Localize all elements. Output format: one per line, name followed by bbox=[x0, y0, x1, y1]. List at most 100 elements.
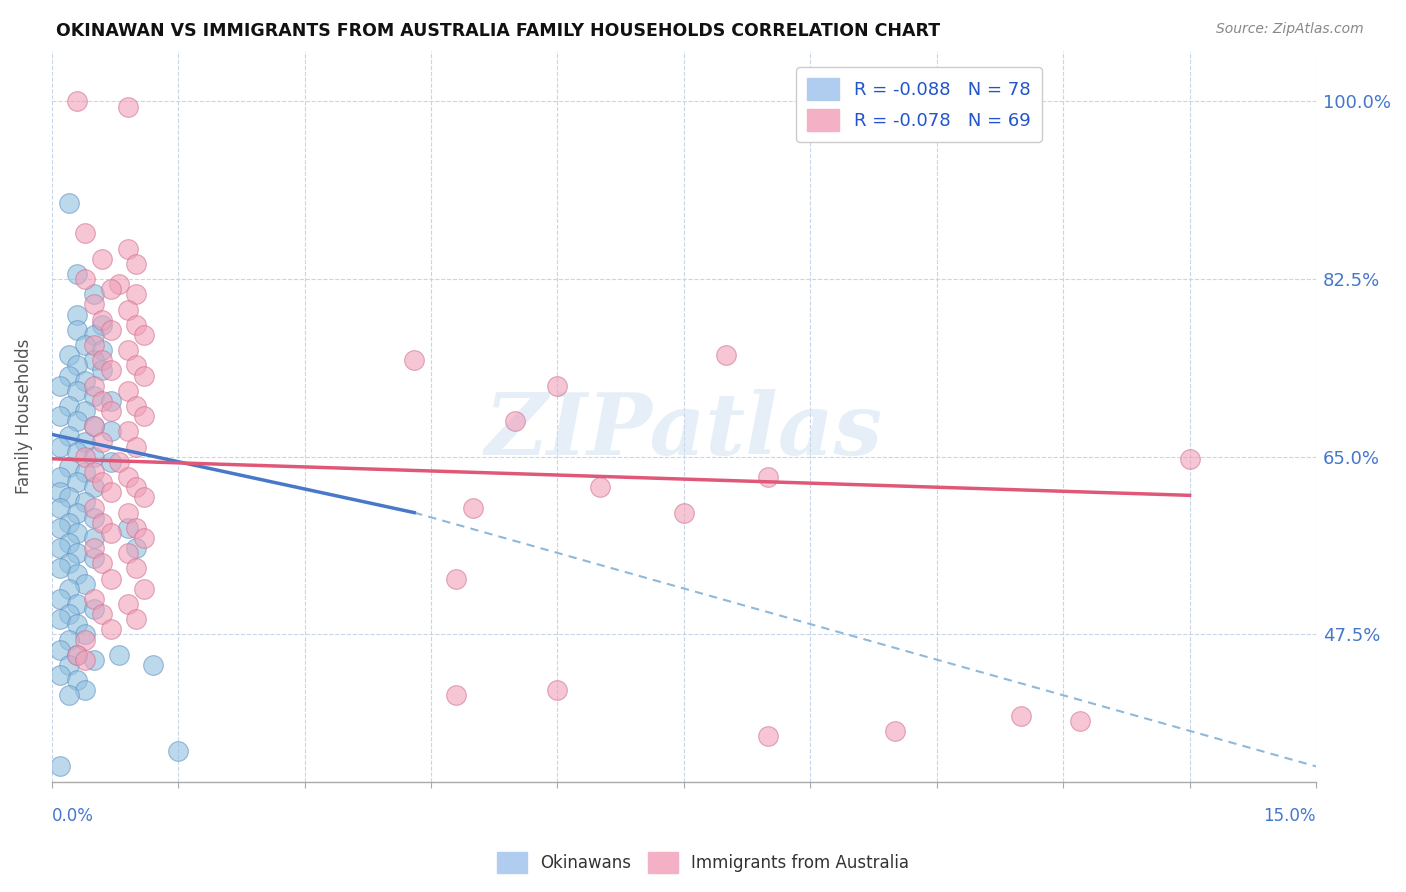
Point bbox=[91, 434, 114, 449]
Point bbox=[117, 521, 139, 535]
Point bbox=[117, 302, 139, 317]
Point bbox=[83, 327, 105, 342]
Point bbox=[66, 648, 89, 662]
Point bbox=[134, 582, 156, 596]
Point bbox=[108, 455, 131, 469]
Point bbox=[142, 657, 165, 672]
Point bbox=[505, 414, 527, 428]
Point bbox=[83, 653, 105, 667]
Point bbox=[546, 683, 568, 698]
Point bbox=[49, 612, 72, 626]
Point bbox=[58, 196, 80, 211]
Point bbox=[66, 648, 89, 662]
Legend: Okinawans, Immigrants from Australia: Okinawans, Immigrants from Australia bbox=[491, 846, 915, 880]
Point bbox=[134, 491, 156, 505]
Point bbox=[66, 525, 89, 540]
Point bbox=[66, 414, 89, 428]
Point bbox=[83, 591, 105, 606]
Point bbox=[117, 470, 139, 484]
Point bbox=[83, 465, 105, 479]
Text: 0.0%: 0.0% bbox=[52, 807, 94, 825]
Point bbox=[100, 323, 122, 337]
Point bbox=[83, 353, 105, 368]
Point bbox=[117, 425, 139, 439]
Point bbox=[66, 475, 89, 490]
Point bbox=[75, 653, 97, 667]
Point bbox=[100, 393, 122, 408]
Point bbox=[58, 689, 80, 703]
Point bbox=[100, 404, 122, 418]
Point bbox=[83, 287, 105, 301]
Point bbox=[49, 759, 72, 773]
Point bbox=[117, 99, 139, 113]
Point bbox=[66, 546, 89, 560]
Point bbox=[83, 531, 105, 545]
Point bbox=[49, 470, 72, 484]
Point bbox=[66, 597, 89, 611]
Point bbox=[100, 425, 122, 439]
Point bbox=[91, 475, 114, 490]
Point bbox=[117, 343, 139, 358]
Point bbox=[714, 348, 737, 362]
Point bbox=[756, 729, 779, 743]
Point bbox=[125, 561, 148, 575]
Point bbox=[446, 689, 468, 703]
Point bbox=[125, 359, 148, 373]
Point bbox=[49, 409, 72, 424]
Point bbox=[75, 683, 97, 698]
Point bbox=[134, 368, 156, 383]
Point bbox=[100, 572, 122, 586]
Point bbox=[91, 252, 114, 266]
Point bbox=[49, 541, 72, 555]
Point bbox=[83, 338, 105, 352]
Point bbox=[463, 500, 485, 515]
Point bbox=[125, 257, 148, 271]
Point bbox=[83, 602, 105, 616]
Point bbox=[100, 282, 122, 296]
Point bbox=[49, 500, 72, 515]
Point bbox=[83, 450, 105, 464]
Point bbox=[58, 582, 80, 596]
Point bbox=[58, 536, 80, 550]
Point bbox=[66, 359, 89, 373]
Point bbox=[58, 657, 80, 672]
Point bbox=[83, 510, 105, 524]
Point bbox=[134, 409, 156, 424]
Point bbox=[588, 480, 610, 494]
Text: Source: ZipAtlas.com: Source: ZipAtlas.com bbox=[1216, 22, 1364, 37]
Point bbox=[125, 399, 148, 413]
Point bbox=[756, 470, 779, 484]
Point bbox=[49, 378, 72, 392]
Point bbox=[58, 491, 80, 505]
Point bbox=[66, 566, 89, 581]
Point bbox=[91, 343, 114, 358]
Point bbox=[117, 546, 139, 560]
Point bbox=[125, 541, 148, 555]
Point bbox=[125, 521, 148, 535]
Point bbox=[58, 632, 80, 647]
Text: ZIPatlas: ZIPatlas bbox=[485, 389, 883, 473]
Point bbox=[100, 623, 122, 637]
Point bbox=[58, 459, 80, 474]
Point bbox=[1178, 451, 1201, 466]
Point bbox=[91, 363, 114, 377]
Point bbox=[66, 673, 89, 687]
Point bbox=[66, 323, 89, 337]
Point bbox=[58, 516, 80, 530]
Legend: R = -0.088   N = 78, R = -0.078   N = 69: R = -0.088 N = 78, R = -0.078 N = 69 bbox=[796, 67, 1042, 142]
Point bbox=[75, 374, 97, 388]
Point bbox=[446, 572, 468, 586]
Point bbox=[75, 576, 97, 591]
Text: 15.0%: 15.0% bbox=[1264, 807, 1316, 825]
Point bbox=[49, 591, 72, 606]
Point bbox=[672, 506, 695, 520]
Point bbox=[75, 627, 97, 641]
Point bbox=[167, 744, 190, 758]
Point bbox=[117, 242, 139, 256]
Point bbox=[83, 378, 105, 392]
Point bbox=[117, 506, 139, 520]
Point bbox=[1069, 714, 1091, 728]
Point bbox=[404, 353, 426, 368]
Point bbox=[125, 318, 148, 332]
Point bbox=[58, 607, 80, 621]
